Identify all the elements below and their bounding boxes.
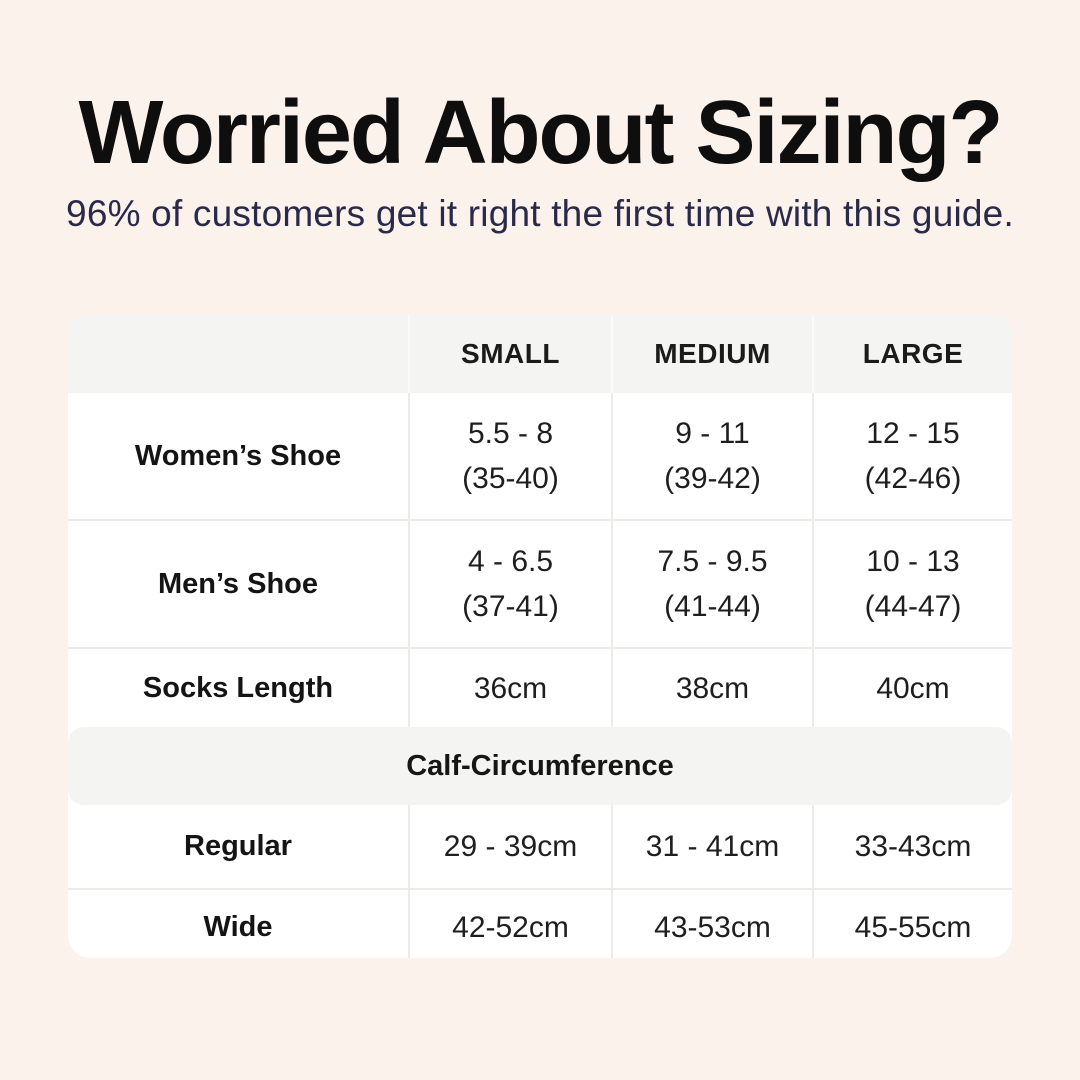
cell-value-line: (41-44) [664,590,761,623]
cell-womens-large: 12 - 15 (42-46) [812,393,1012,519]
cell-value-line: 5.5 - 8 [467,417,554,450]
table-row-mens-shoe: Men’s Shoe 4 - 6.5 (37-41) 7.5 - 9.5 (41… [68,519,1012,647]
column-header-blank [68,315,408,393]
cell-womens-medium: 9 - 11 (39-42) [611,393,812,519]
cell-mens-medium: 7.5 - 9.5 (41-44) [611,521,812,647]
cell-value-line: 31 - 41cm [645,830,780,863]
table-row-regular: Regular 29 - 39cm 31 - 41cm 33-43cm [68,805,1012,888]
row-label: Socks Length [142,671,334,704]
column-header-small: SMALL [408,315,611,393]
cell-value-line: 10 - 13 [866,545,960,578]
table-row-socks-length: Socks Length 36cm 38cm 40cm [68,647,1012,727]
table-row-wide: Wide 42-52cm 43-53cm 45-55cm [68,888,1012,958]
cell-regular-medium: 31 - 41cm [611,805,812,888]
cell-wide-large: 45-55cm [812,890,1012,958]
cell-value-line: (44-47) [864,590,962,623]
cell-value-line: (42-46) [864,462,962,495]
cell-value-line: (35-40) [462,462,559,495]
cell-value-line: 9 - 11 [675,417,750,450]
cell-regular-small: 29 - 39cm [408,805,611,888]
cell-wide-medium: 43-53cm [611,890,812,958]
cell-value-line: 7.5 - 9.5 [657,545,768,578]
section-header-label: Calf-Circumference [406,749,674,782]
cell-value-line: 40cm [876,671,950,705]
table-row-womens-shoe: Women’s Shoe 5.5 - 8 (35-40) 9 - 11 (39-… [68,393,1012,519]
cell-womens-small: 5.5 - 8 (35-40) [408,393,611,519]
cell-value-line: 29 - 39cm [443,830,578,863]
cell-value-line: (39-42) [664,462,761,495]
cell-wide-small: 42-52cm [408,890,611,958]
row-label: Women’s Shoe [134,439,342,472]
hero-section: Worried About Sizing? 96% of customers g… [0,84,1080,235]
cell-value-line: 33-43cm [854,830,972,863]
cell-value-line: 36cm [473,671,548,705]
page-subtitle: 96% of customers get it right the first … [66,193,1014,234]
cell-socks-small: 36cm [408,649,611,727]
table-header-row: SMALL MEDIUM LARGE [68,315,1012,393]
cell-value-line: 42-52cm [452,910,569,944]
row-label: Men’s Shoe [157,567,319,600]
row-label: Regular [184,830,292,862]
size-chart-table: SMALL MEDIUM LARGE Women’s Shoe 5.5 - 8 … [68,315,1012,958]
cell-value-line: 4 - 6.5 [467,545,554,578]
cell-socks-medium: 38cm [611,649,812,727]
cell-value-line: 45-55cm [854,910,972,944]
cell-mens-small: 4 - 6.5 (37-41) [408,521,611,647]
cell-socks-large: 40cm [812,649,1012,727]
cell-value-line: 38cm [675,671,750,705]
cell-value-line: (37-41) [462,590,559,623]
page-title: Worried About Sizing? [78,83,1004,183]
cell-value-line: 12 - 15 [866,417,960,450]
column-header-medium: MEDIUM [611,315,812,393]
row-label: Wide [203,910,273,943]
cell-value-line: 43-53cm [654,910,771,944]
cell-mens-large: 10 - 13 (44-47) [812,521,1012,647]
column-header-large: LARGE [812,315,1012,393]
cell-regular-large: 33-43cm [812,805,1012,888]
section-header-calf-circumference: Calf-Circumference [68,727,1012,805]
